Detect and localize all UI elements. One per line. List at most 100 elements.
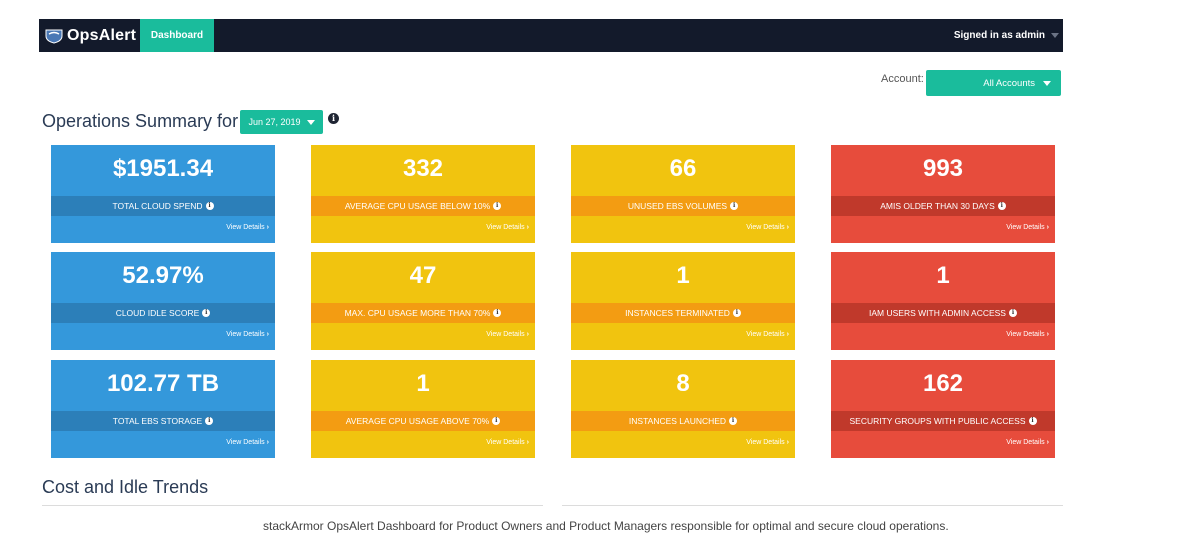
- metric-label: AMIS OLDER THAN 30 DAYS: [880, 201, 995, 211]
- user-menu[interactable]: Signed in as admin: [954, 19, 1059, 52]
- metric-label-band: IAM USERS WITH ADMIN ACCESS i: [831, 303, 1055, 323]
- view-details-label: View Details: [486, 331, 525, 338]
- metric-tile: 993 AMIS OLDER THAN 30 DAYS i View Details ›: [831, 145, 1055, 243]
- metric-label: INSTANCES LAUNCHED: [628, 416, 727, 426]
- chevron-right-icon: ›: [266, 439, 269, 446]
- brand-name: OpsAlert: [67, 26, 137, 44]
- view-details-link[interactable]: View Details ›: [1006, 224, 1049, 231]
- info-icon[interactable]: i: [997, 202, 1006, 210]
- tab-dashboard[interactable]: Dashboard: [140, 19, 214, 52]
- metric-label: CLOUD IDLE SCORE: [115, 308, 200, 318]
- chevron-right-icon: ›: [786, 331, 789, 338]
- info-icon[interactable]: i: [328, 113, 339, 124]
- view-details-label: View Details: [486, 224, 525, 231]
- metric-tile: 1 IAM USERS WITH ADMIN ACCESS i View Detail…: [831, 252, 1055, 350]
- metric-tile: 66 UNUSED EBS VOLUMES i View Details ›: [571, 145, 795, 243]
- image-caption: stackArmor OpsAlert Dashboard for Produc…: [263, 519, 949, 533]
- page-title: Operations Summary for: [42, 111, 239, 131]
- view-details-label: View Details: [226, 439, 265, 446]
- view-details-label: View Details: [746, 224, 785, 231]
- metric-value: 993: [922, 155, 964, 182]
- view-details-link[interactable]: View Details ›: [1006, 439, 1049, 446]
- metric-value: 162: [922, 370, 964, 397]
- section-title-trends: Cost and Idle Trends: [42, 477, 209, 497]
- view-details-link[interactable]: View Details ›: [226, 224, 269, 231]
- metric-value: 52.97%: [122, 262, 204, 289]
- metric-value: 1: [676, 262, 690, 289]
- info-icon[interactable]: i: [1008, 309, 1017, 317]
- metric-tile: 1 AVERAGE CPU USAGE ABOVE 70% i View Detail…: [311, 360, 535, 458]
- metric-tile: 332 AVERAGE CPU USAGE BELOW 10% i View Deta…: [311, 145, 535, 243]
- info-icon[interactable]: i: [493, 309, 502, 317]
- chevron-right-icon: ›: [526, 439, 529, 446]
- view-details-label: View Details: [226, 224, 265, 231]
- metric-tile: 47 MAX. CPU USAGE MORE THAN 70% i View Deta…: [311, 252, 535, 350]
- info-icon[interactable]: i: [205, 417, 214, 425]
- view-details-link[interactable]: View Details ›: [486, 439, 529, 446]
- view-details-label: View Details: [226, 331, 265, 338]
- view-details-link[interactable]: View Details ›: [486, 331, 529, 338]
- view-details-label: View Details: [1006, 331, 1045, 338]
- metric-label-band: AVERAGE CPU USAGE BELOW 10% i: [311, 196, 535, 216]
- info-icon[interactable]: i: [732, 309, 741, 317]
- view-details-link[interactable]: View Details ›: [226, 331, 269, 338]
- info-icon[interactable]: i: [1028, 417, 1037, 425]
- view-details-link[interactable]: View Details ›: [486, 224, 529, 231]
- view-details-link[interactable]: View Details ›: [1006, 331, 1049, 338]
- metric-label: UNUSED EBS VOLUMES: [627, 201, 728, 211]
- metric-value: $1951.34: [112, 155, 214, 182]
- info-icon[interactable]: i: [492, 417, 501, 425]
- date-dropdown[interactable]: Jun 27, 2019: [240, 110, 323, 134]
- metric-value: 66: [669, 155, 697, 182]
- view-details-label: View Details: [746, 439, 785, 446]
- metric-label-band: SECURITY GROUPS WITH PUBLIC ACCESS i: [831, 411, 1055, 431]
- metric-label: INSTANCES TERMINATED: [625, 308, 730, 318]
- metric-tile: 52.97% CLOUD IDLE SCORE i View Details ›: [51, 252, 275, 350]
- metric-value: 332: [402, 155, 444, 182]
- info-icon[interactable]: i: [493, 202, 502, 210]
- shield-logo-icon: [45, 29, 63, 44]
- view-details-label: View Details: [486, 439, 525, 446]
- metric-label: AVERAGE CPU USAGE BELOW 10%: [344, 201, 491, 211]
- metric-tile: $1951.34 TOTAL CLOUD SPEND i View Details ›: [51, 145, 275, 243]
- metric-label-band: TOTAL CLOUD SPEND i: [51, 196, 275, 216]
- metric-label-band: UNUSED EBS VOLUMES i: [571, 196, 795, 216]
- brand-logo[interactable]: OpsAlert: [45, 19, 136, 52]
- view-details-link[interactable]: View Details ›: [746, 331, 789, 338]
- metric-label-band: TOTAL EBS STORAGE i: [51, 411, 275, 431]
- info-icon[interactable]: i: [202, 309, 211, 317]
- account-dropdown[interactable]: All Accounts: [926, 70, 1061, 96]
- chevron-right-icon: ›: [1046, 224, 1049, 231]
- account-selected-value: All Accounts: [983, 77, 1035, 89]
- info-icon[interactable]: i: [729, 417, 738, 425]
- metric-value: 1: [936, 262, 950, 289]
- cost-trend-panel: [42, 505, 543, 507]
- account-label: Account:: [881, 73, 924, 85]
- info-icon[interactable]: i: [730, 202, 739, 210]
- metric-tile: 8 INSTANCES LAUNCHED i View Details ›: [571, 360, 795, 458]
- chevron-right-icon: ›: [786, 439, 789, 446]
- metric-label: SECURITY GROUPS WITH PUBLIC ACCESS: [849, 416, 1026, 426]
- view-details-label: View Details: [1006, 224, 1045, 231]
- metric-value: 47: [409, 262, 437, 289]
- view-details-link[interactable]: View Details ›: [226, 439, 269, 446]
- chevron-down-icon: [1051, 33, 1059, 38]
- chevron-right-icon: ›: [1046, 331, 1049, 338]
- chevron-down-icon: [306, 119, 315, 125]
- metric-label: TOTAL CLOUD SPEND: [112, 201, 203, 211]
- metric-label: MAX. CPU USAGE MORE THAN 70%: [344, 308, 491, 318]
- chevron-right-icon: ›: [266, 224, 269, 231]
- chevron-right-icon: ›: [526, 224, 529, 231]
- chevron-right-icon: ›: [786, 224, 789, 231]
- view-details-link[interactable]: View Details ›: [746, 439, 789, 446]
- info-icon[interactable]: i: [205, 202, 214, 210]
- metric-tile: 1 INSTANCES TERMINATED i View Details ›: [571, 252, 795, 350]
- chevron-right-icon: ›: [266, 331, 269, 338]
- metric-tile: 102.77 TB TOTAL EBS STORAGE i View Details ›: [51, 360, 275, 458]
- metric-value: 8: [676, 370, 690, 397]
- view-details-link[interactable]: View Details ›: [746, 224, 789, 231]
- date-selected-value: Jun 27, 2019: [248, 117, 301, 127]
- metric-label-band: INSTANCES LAUNCHED i: [571, 411, 795, 431]
- view-details-label: View Details: [1006, 439, 1045, 446]
- chevron-right-icon: ›: [1046, 439, 1049, 446]
